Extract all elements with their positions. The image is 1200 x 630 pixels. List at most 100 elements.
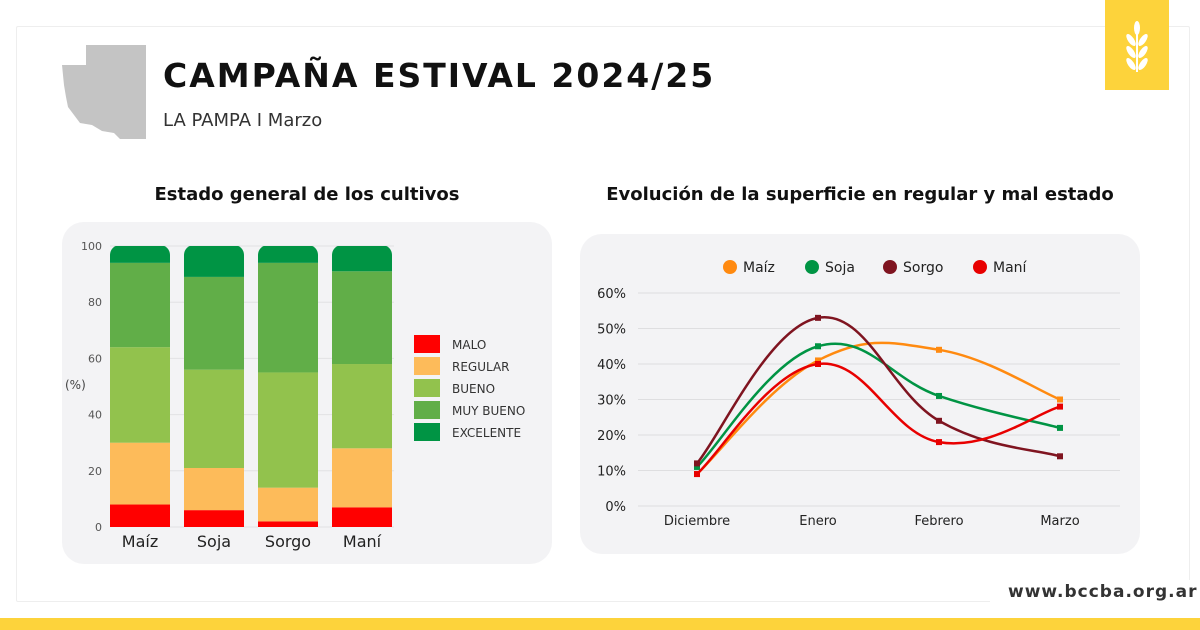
- y-tick-label: 80: [88, 296, 102, 309]
- y-tick-label: 0%: [605, 500, 626, 515]
- bar-stack-1: [184, 246, 244, 527]
- bar-base-mask: [184, 527, 244, 547]
- legend-label: Maíz: [743, 260, 775, 276]
- x-tick-label: Soja: [197, 532, 231, 551]
- x-tick-label: Marzo: [1040, 514, 1079, 529]
- bar-segment-bueno: [258, 372, 318, 488]
- data-point: [936, 439, 942, 446]
- y-tick-label: 20: [88, 465, 102, 478]
- website-url[interactable]: www.bccba.org.ar: [990, 580, 1200, 610]
- y-tick-label: 30%: [597, 394, 626, 409]
- legend-label: MALO: [452, 338, 486, 352]
- bar-segment-bueno: [110, 347, 170, 443]
- y-tick-label: 60: [88, 352, 102, 365]
- data-point: [936, 417, 942, 424]
- bar-stack-0: [110, 246, 170, 527]
- y-tick-label: 50%: [597, 323, 626, 338]
- bar-chart-title: Estado general de los cultivos: [154, 184, 460, 205]
- data-point: [694, 471, 700, 478]
- bar-segment-excelente: [110, 246, 170, 263]
- bar-segment-excelente: [332, 246, 392, 272]
- page-subtitle: LA PAMPA I Marzo: [163, 110, 323, 131]
- x-tick-label: Maíz: [122, 532, 158, 551]
- line-chart-title: Evolución de la superficie en regular y …: [606, 184, 1114, 205]
- data-point: [815, 357, 821, 364]
- wheat-icon: [1126, 21, 1148, 72]
- bar-segment-bueno: [184, 369, 244, 468]
- bar-segment-excelente: [184, 246, 244, 277]
- bar-segment-excelente: [258, 246, 318, 263]
- data-point: [936, 346, 942, 353]
- legend-marker: [805, 260, 819, 274]
- y-tick-label: 100: [81, 240, 102, 253]
- bar-chart-panel: 0 20 40 60 80 100 (%) Maíz Soja Sorgo Maní MALO REGU…: [62, 222, 552, 564]
- legend-swatch: [414, 335, 440, 353]
- x-tick-label: Maní: [343, 532, 382, 551]
- data-point: [694, 463, 700, 470]
- legend-label: BUENO: [452, 382, 495, 396]
- bar-segment-malo: [332, 507, 392, 527]
- bar-segment-malo: [110, 504, 170, 527]
- legend-label: Maní: [993, 260, 1028, 276]
- legend-swatch: [414, 423, 440, 441]
- data-point: [1057, 453, 1063, 460]
- bar-base-mask: [110, 527, 170, 547]
- data-point: [1057, 424, 1063, 431]
- bar-base-mask: [258, 527, 318, 547]
- x-tick-label: Sorgo: [265, 532, 311, 551]
- y-axis-label: (%): [65, 378, 86, 392]
- y-tick-label: 40%: [597, 358, 626, 373]
- data-point: [815, 314, 821, 321]
- bar-segment-regular: [332, 448, 392, 508]
- legend-swatch: [414, 401, 440, 419]
- data-point: [694, 460, 700, 467]
- bar-segment-regular: [110, 442, 170, 505]
- bar-base-mask: [332, 527, 392, 547]
- bar-segment-bueno: [332, 364, 392, 449]
- la-pampa-map-icon: [62, 45, 146, 139]
- bar-segment-malo: [184, 510, 244, 527]
- legend-marker: [883, 260, 897, 274]
- data-point: [936, 392, 942, 399]
- bar-segment-regular: [258, 487, 318, 522]
- bar-stack-3: [332, 246, 392, 527]
- legend-label: MUY BUENO: [452, 404, 525, 418]
- bar-chart: 0 20 40 60 80 100 (%) Maíz Soja Sorgo Maní MALO REGU…: [65, 240, 525, 551]
- bar-segment-regular: [184, 467, 244, 511]
- series-line-1: [696, 342, 1061, 468]
- x-tick-label: Enero: [799, 514, 837, 529]
- legend-label: Sorgo: [903, 260, 943, 276]
- line-chart-panel: 0% 10% 20% 30% 40% 50% 60% Diciembre Enero Febrer…: [580, 234, 1140, 554]
- legend-label: REGULAR: [452, 360, 510, 374]
- data-point: [1057, 396, 1063, 403]
- data-point: [1057, 403, 1063, 410]
- x-tick-label: Febrero: [914, 514, 963, 529]
- page-title: CAMPAÑA ESTIVAL 2024/25: [163, 56, 716, 95]
- bar-segment-muy-bueno: [184, 276, 244, 370]
- legend-marker: [723, 260, 737, 274]
- y-tick-label: 0: [95, 521, 102, 534]
- y-tick-label: 60%: [597, 287, 626, 302]
- bar-segment-muy-bueno: [258, 262, 318, 373]
- series-line-3: [696, 362, 1061, 475]
- legend-label: EXCELENTE: [452, 426, 521, 440]
- data-point: [815, 361, 821, 367]
- y-tick-label: 20%: [597, 429, 626, 444]
- card-frame: [16, 26, 1190, 602]
- bar-segment-malo: [258, 521, 318, 527]
- line-chart: 0% 10% 20% 30% 40% 50% 60% Diciembre Enero Febrer…: [597, 260, 1120, 529]
- data-point: [815, 343, 821, 350]
- footer-bar: [0, 618, 1200, 630]
- bar-stack-2: [258, 246, 318, 527]
- series-line-2: [696, 316, 1061, 465]
- legend-swatch: [414, 379, 440, 397]
- legend-swatch: [414, 357, 440, 375]
- brand-logo: [1105, 0, 1169, 90]
- x-tick-label: Diciembre: [664, 514, 730, 529]
- bar-segment-muy-bueno: [110, 262, 170, 348]
- legend-marker: [973, 260, 987, 274]
- y-tick-label: 10%: [597, 465, 626, 480]
- legend-label: Soja: [825, 260, 855, 276]
- bar-segment-muy-bueno: [332, 271, 392, 365]
- y-tick-label: 40: [88, 409, 102, 422]
